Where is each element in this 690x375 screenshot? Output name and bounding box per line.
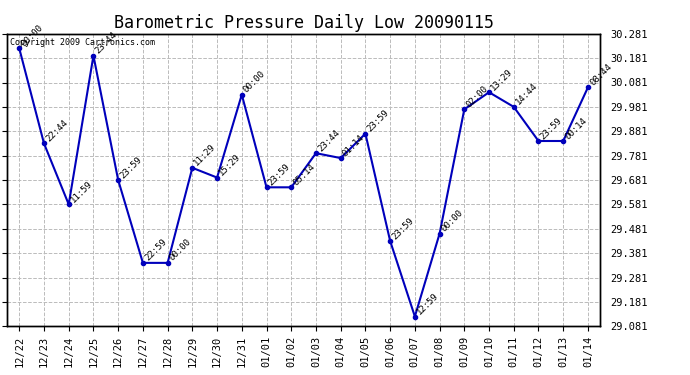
Text: 08:44: 08:44 [588, 62, 613, 87]
Text: 23:59: 23:59 [118, 154, 144, 180]
Text: 00:00: 00:00 [241, 69, 267, 95]
Text: 23:59: 23:59 [266, 162, 292, 188]
Text: 11:29: 11:29 [193, 142, 218, 168]
Text: 11:59: 11:59 [69, 179, 94, 204]
Text: 00:00: 00:00 [440, 208, 465, 234]
Text: 00:14: 00:14 [563, 116, 589, 141]
Text: 14:44: 14:44 [514, 81, 539, 107]
Text: 23:44: 23:44 [316, 128, 342, 153]
Title: Barometric Pressure Daily Low 20090115: Barometric Pressure Daily Low 20090115 [114, 14, 493, 32]
Text: Copyright 2009 Cartronics.com: Copyright 2009 Cartronics.com [10, 38, 155, 47]
Text: 22:44: 22:44 [44, 118, 70, 144]
Text: 15:29: 15:29 [217, 152, 242, 178]
Text: 00:00: 00:00 [19, 23, 45, 48]
Text: 00:00: 00:00 [168, 237, 193, 263]
Text: 12:59: 12:59 [415, 291, 440, 316]
Text: 02:00: 02:00 [464, 84, 490, 110]
Text: 23:59: 23:59 [390, 216, 415, 241]
Text: 13:29: 13:29 [489, 67, 515, 92]
Text: 23:59: 23:59 [538, 116, 564, 141]
Text: 23:44: 23:44 [93, 30, 119, 56]
Text: 22:59: 22:59 [143, 237, 168, 263]
Text: 23:59: 23:59 [366, 108, 391, 134]
Text: 05:14: 05:14 [291, 162, 317, 188]
Text: 01:14: 01:14 [341, 133, 366, 158]
